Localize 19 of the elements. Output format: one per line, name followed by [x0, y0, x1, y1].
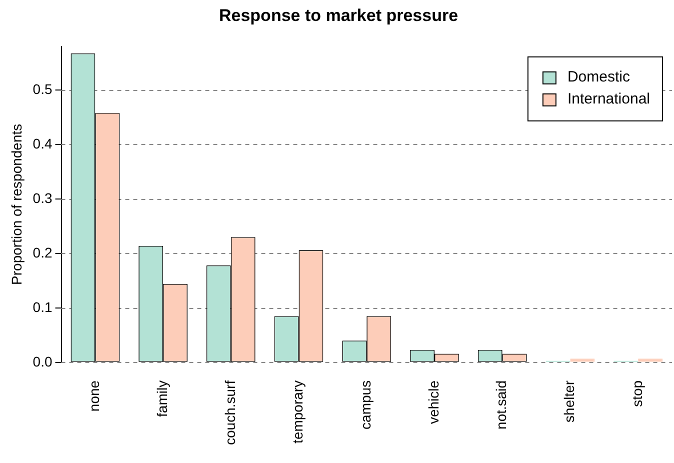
x-tick-label: none [86, 380, 102, 412]
legend-label: International [567, 90, 650, 108]
x-tick-label: campus [357, 380, 374, 430]
y-axis-title: Proportion of respondents [8, 124, 24, 285]
y-tick-label: 0.5 [32, 80, 52, 97]
x-tick-label: couch.surf [222, 380, 238, 446]
x-tick-label: stop [628, 380, 645, 407]
y-tick-label: 0.4 [32, 135, 52, 152]
y-tick-label: 0.2 [32, 244, 52, 260]
legend-label: Domestic [567, 68, 630, 86]
y-tick-label: 0.0 [32, 353, 52, 370]
y-tick-label: 0.3 [32, 190, 52, 206]
x-tick-label: family [154, 380, 170, 417]
x-tick-label: vehicle [425, 380, 442, 424]
chart-title: Response to market pressure [218, 6, 458, 25]
x-tick-label: temporary [290, 380, 306, 444]
y-tick-label: 0.1 [32, 298, 52, 315]
x-tick-label: shelter [561, 380, 578, 422]
x-tick-label: not.said [493, 380, 510, 430]
